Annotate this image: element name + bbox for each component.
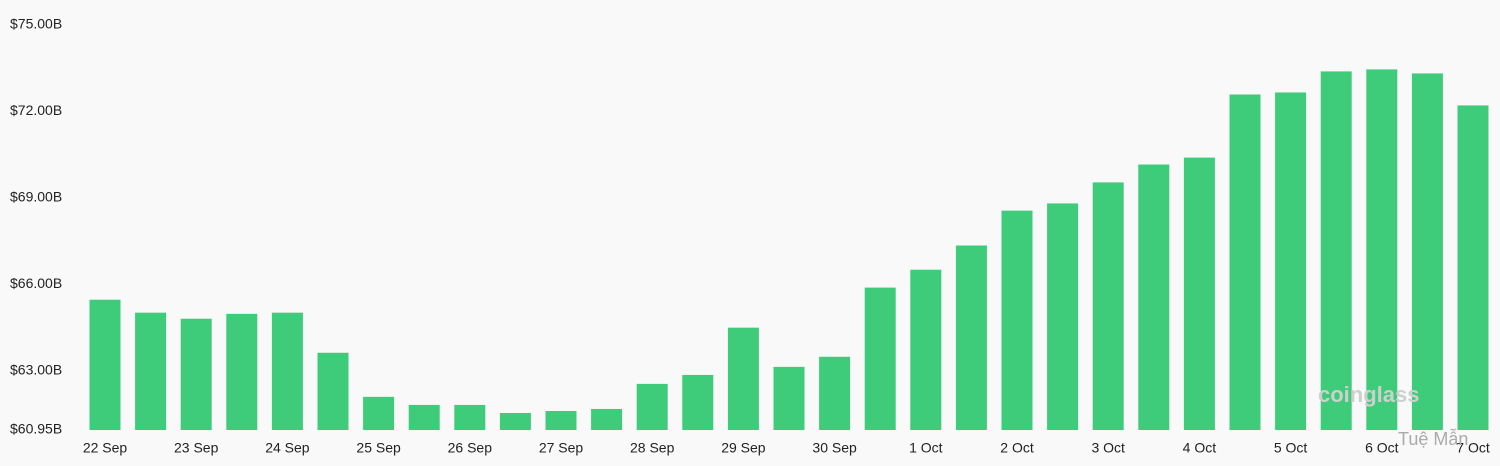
bar — [1411, 73, 1443, 430]
watermark: Tuệ Mẫn — [1398, 428, 1468, 449]
x-tick-label: 27 Sep — [539, 440, 584, 456]
bar — [180, 318, 212, 430]
bar — [545, 410, 577, 430]
bar — [819, 356, 851, 430]
bar — [636, 383, 668, 430]
bar — [955, 245, 987, 430]
x-tick-label: 7 Oct — [1456, 440, 1490, 456]
bar — [1320, 71, 1352, 431]
bar — [1229, 94, 1261, 430]
bar — [1092, 182, 1124, 430]
bar — [773, 366, 805, 430]
x-tick-label: 23 Sep — [174, 440, 219, 456]
bar — [226, 313, 258, 430]
x-tick-label: 4 Oct — [1183, 440, 1217, 456]
bar — [1366, 69, 1398, 431]
y-tick-label: $60.95B — [10, 421, 62, 437]
x-tick-label: 28 Sep — [630, 440, 675, 456]
bar — [910, 269, 942, 430]
bar — [1001, 210, 1033, 430]
x-tick-label: 22 Sep — [83, 440, 128, 456]
y-tick-label: $66.00B — [10, 275, 62, 291]
y-tick-label: $72.00B — [10, 102, 62, 118]
bar — [454, 404, 486, 430]
bar — [317, 352, 349, 430]
x-tick-label: 24 Sep — [265, 440, 310, 456]
x-tick-label: 3 Oct — [1091, 440, 1125, 456]
bar — [864, 287, 896, 430]
x-tick-label: 2 Oct — [1000, 440, 1034, 456]
x-tick-label: 29 Sep — [721, 440, 766, 456]
bar — [499, 412, 531, 430]
bar — [1047, 203, 1079, 430]
x-tick-label: 1 Oct — [909, 440, 943, 456]
bar — [408, 404, 440, 430]
bar — [135, 312, 167, 430]
bar — [363, 396, 395, 430]
x-tick-label: 26 Sep — [448, 440, 493, 456]
bar — [1183, 157, 1215, 430]
bar — [1275, 92, 1307, 430]
bar — [727, 327, 759, 430]
bar — [271, 312, 303, 430]
bar — [591, 408, 623, 430]
bar — [682, 374, 714, 430]
y-tick-label: $69.00B — [10, 189, 62, 205]
x-tick-label: 30 Sep — [812, 440, 857, 456]
y-tick-label: $75.00B — [10, 16, 62, 32]
watermark: coinglass — [1318, 382, 1419, 407]
bar — [89, 299, 121, 430]
y-tick-label: $63.00B — [10, 362, 62, 378]
x-tick-label: 25 Sep — [356, 440, 401, 456]
x-tick-label: 5 Oct — [1274, 440, 1308, 456]
bar — [1457, 105, 1489, 430]
x-tick-label: 6 Oct — [1365, 440, 1399, 456]
bar — [1138, 164, 1170, 430]
